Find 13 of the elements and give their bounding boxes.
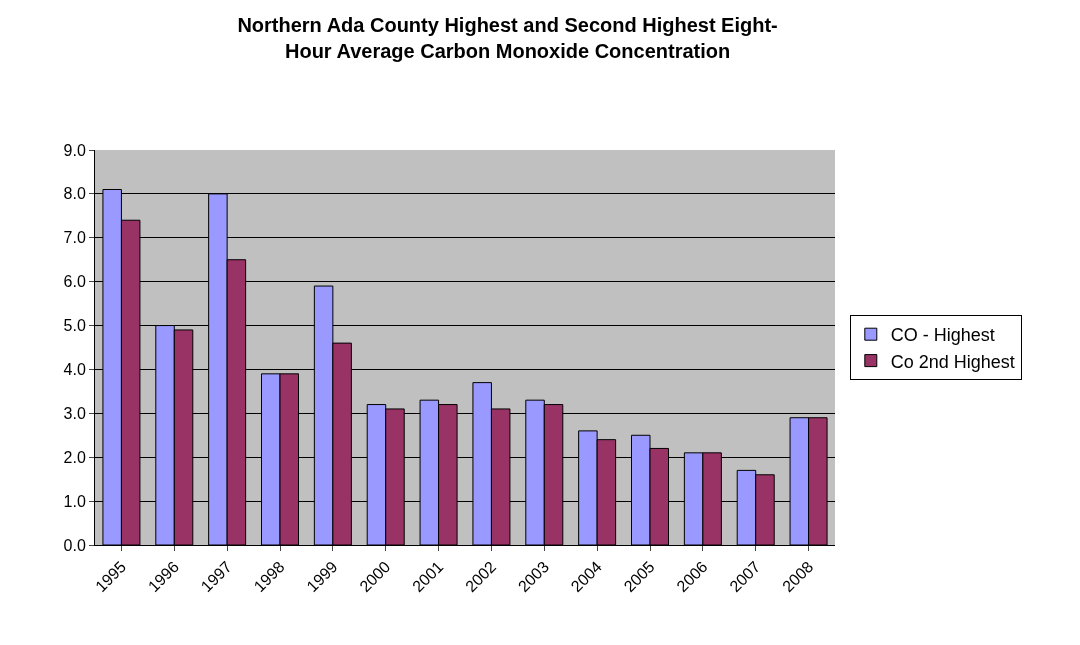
y-tick-label: 3.0: [63, 404, 86, 422]
chart-title: Northern Ada County Highest and Second Highest Eight- Hour Average Carbon Monoxide Concentration: [237, 14, 778, 63]
y-tick-label: 0.0: [63, 536, 86, 554]
y-tick-label: 4.0: [63, 361, 86, 379]
y-tick-label: 6.0: [63, 273, 86, 291]
y-tick-label: 2.0: [63, 448, 86, 466]
legend-label: Co 2nd Highest: [890, 351, 1015, 372]
legend-label: CO - Highest: [890, 325, 995, 346]
y-tick-label: 9.0: [63, 141, 86, 159]
y-tick-label: 5.0: [63, 317, 86, 335]
y-tick-label: 7.0: [63, 229, 86, 247]
y-tick-label: 1.0: [63, 492, 86, 510]
y-tick-label: 8.0: [63, 185, 86, 203]
